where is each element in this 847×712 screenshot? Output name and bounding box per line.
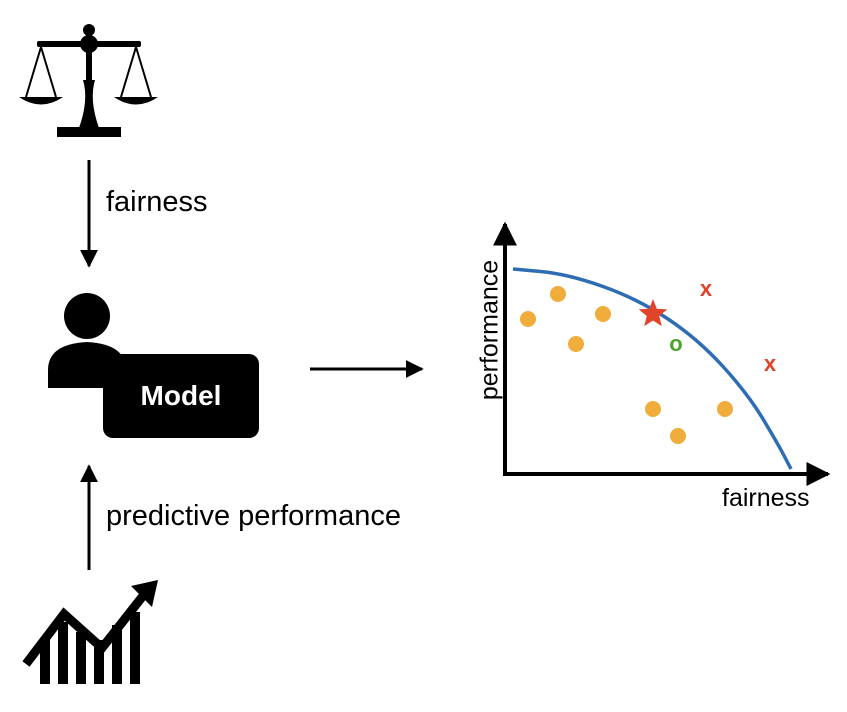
chart-x-axis-label: fairness <box>722 484 810 512</box>
pareto-chart: x x o <box>493 221 831 486</box>
model-point <box>595 306 611 322</box>
model-point <box>550 286 566 302</box>
chart-y-axis-label: performance <box>475 259 504 401</box>
model-point <box>645 401 661 417</box>
model-point <box>568 336 584 352</box>
optimal-star-marker <box>638 299 668 327</box>
model-label: Model <box>140 380 222 411</box>
pareto-frontier-line <box>512 267 793 470</box>
model-box <box>103 354 259 438</box>
scales-of-justice-icon <box>19 24 158 137</box>
performance-arrow-label: predictive performance <box>106 500 401 532</box>
fairness-arrow-label: fairness <box>106 186 208 218</box>
o-marker: o <box>669 331 682 356</box>
model-point <box>670 428 686 444</box>
model-point <box>717 401 733 417</box>
growth-chart-icon <box>22 580 158 684</box>
infeasible-x-marker: x <box>700 276 713 301</box>
model-point <box>520 311 536 327</box>
infeasible-x-marker: x <box>764 351 777 376</box>
